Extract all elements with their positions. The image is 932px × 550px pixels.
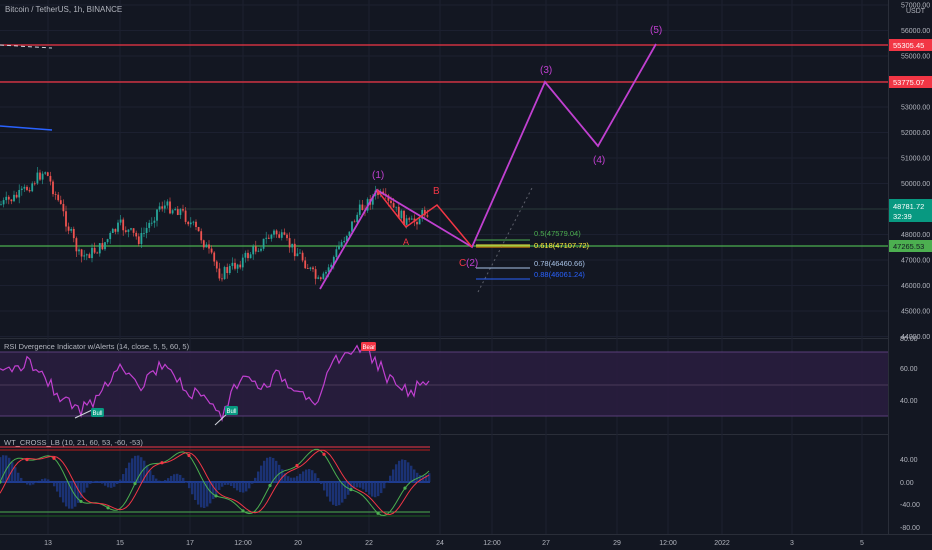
- time-axis-label: 12:00: [234, 540, 252, 547]
- price-pane[interactable]: [0, 0, 888, 338]
- wave-label-b[interactable]: B: [433, 186, 440, 197]
- currency-label: USDT: [906, 8, 926, 15]
- rsi-axis-tick: 40.00: [900, 398, 918, 405]
- svg-text:Bull: Bull: [93, 411, 103, 417]
- time-axis-label: 15: [116, 540, 124, 547]
- price-badge-55305[interactable]: 55305.45: [889, 39, 932, 51]
- wt-axis-tick: -40.00: [900, 502, 920, 509]
- trend-line-blue[interactable]: [0, 125, 53, 131]
- rsi-title[interactable]: RSI Dvergence Indicator w/Alerts (14, cl…: [4, 342, 190, 351]
- time-axis[interactable]: 13 15 17 12:00 20 22 24 12:00 27 29 12:00 2022 3 5: [44, 540, 864, 547]
- wave-label-2[interactable]: (2): [466, 258, 478, 269]
- fib-label-0.618: 0.618(47107.72): [534, 241, 590, 250]
- abc-correction-path[interactable]: [376, 189, 473, 248]
- wt-title[interactable]: WT_CROSS_LB (10, 21, 60, 53, -60, -53): [4, 438, 143, 447]
- rsi-line[interactable]: [0, 344, 430, 422]
- wave-label-4[interactable]: (4): [593, 155, 605, 166]
- wave-label-c[interactable]: C: [459, 258, 466, 269]
- dashed-drawing[interactable]: [0, 44, 53, 49]
- time-axis-label: 29: [613, 540, 621, 547]
- svg-text:53775.07: 53775.07: [893, 78, 924, 87]
- wt-axis-tick: 40.00: [900, 457, 918, 464]
- rsi-bull-signal[interactable]: Bull: [225, 406, 238, 415]
- time-axis-label: 17: [186, 540, 194, 547]
- time-axis-label: 20: [294, 540, 302, 547]
- price-axis-tick: 45000.00: [901, 309, 930, 316]
- time-axis-label: 27: [542, 540, 550, 547]
- wt-cross-dots[interactable]: [0, 452, 407, 515]
- price-axis-tick: 55000.00: [901, 54, 930, 61]
- wt-axis-tick: -80.00: [900, 525, 920, 532]
- svg-text:32:39: 32:39: [893, 212, 912, 221]
- price-axis-tick: 56000.00: [901, 28, 930, 35]
- price-axis-tick: 51000.00: [901, 156, 930, 163]
- time-axis-label: 24: [436, 540, 444, 547]
- time-axis-label: 2022: [714, 540, 730, 547]
- price-axis-tick: 53000.00: [901, 105, 930, 112]
- price-badge-53775[interactable]: 53775.07: [889, 76, 932, 88]
- wt1-line[interactable]: [0, 448, 430, 517]
- rsi-axis-tick: 80.00: [900, 336, 918, 343]
- rsi-divergence-line[interactable]: [74, 409, 93, 419]
- wave-label-1[interactable]: (1): [372, 170, 384, 181]
- price-axis-tick: 48000.00: [901, 232, 930, 239]
- svg-text:Bull: Bull: [227, 409, 237, 415]
- fib-label-0.88: 0.88(46061.24): [534, 270, 585, 279]
- wt-pane[interactable]: [0, 434, 888, 534]
- fib-label-0.5: 0.5(47579.04): [534, 229, 581, 238]
- rsi-bear-signal[interactable]: Bear: [361, 342, 376, 351]
- price-axis-tick: 44000.00: [901, 334, 930, 341]
- price-axis-tick: 47000.00: [901, 258, 930, 265]
- svg-text:Bear: Bear: [363, 345, 376, 351]
- fib-label-0.78: 0.78(46460.66): [534, 259, 585, 268]
- price-badge-last[interactable]: 48781.72 32:39: [889, 199, 932, 222]
- elliott-wave-path[interactable]: [319, 43, 657, 290]
- time-axis-label: 12:00: [483, 540, 501, 547]
- price-axis-tick: 52000.00: [901, 130, 930, 137]
- wt2-line[interactable]: [0, 449, 430, 516]
- chart-title[interactable]: Bitcoin / TetherUS, 1h, BINANCE: [5, 5, 122, 14]
- rsi-bull-signal[interactable]: Bull: [91, 408, 104, 417]
- time-axis-label: 5: [860, 540, 864, 547]
- svg-text:48781.72: 48781.72: [893, 202, 924, 211]
- time-axis-label: 13: [44, 540, 52, 547]
- wave-label-3[interactable]: (3): [540, 65, 552, 76]
- price-axis-tick: 57000.00: [901, 3, 930, 10]
- price-axis-tick: 46000.00: [901, 283, 930, 290]
- rsi-band: [0, 352, 888, 416]
- price-axis[interactable]: 57000.0056000.0055000.0054000.0053000.00…: [901, 3, 930, 342]
- svg-text:47265.53: 47265.53: [893, 242, 924, 251]
- time-axis-label: 12:00: [659, 540, 677, 547]
- wt-axis-tick: 0.00: [900, 480, 914, 487]
- price-badge-47265[interactable]: 47265.53: [889, 240, 932, 252]
- wave-label-a[interactable]: A: [403, 237, 409, 247]
- rsi-axis-tick: 60.00: [900, 366, 918, 373]
- price-axis-tick: 50000.00: [901, 181, 930, 188]
- time-axis-label: 3: [790, 540, 794, 547]
- wave-label-5[interactable]: (5): [650, 25, 662, 36]
- svg-text:55305.45: 55305.45: [893, 41, 924, 50]
- time-axis-label: 22: [365, 540, 373, 547]
